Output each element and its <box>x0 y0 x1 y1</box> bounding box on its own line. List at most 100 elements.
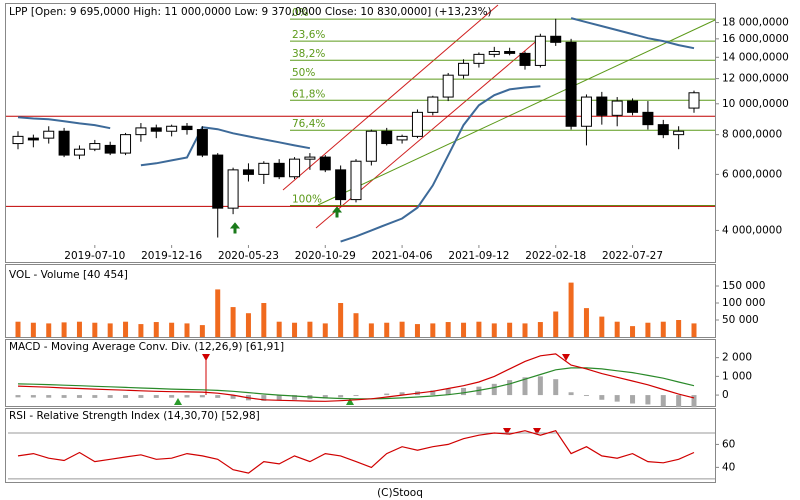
volume-bar <box>599 316 605 337</box>
y-tick-label: 2 000 <box>722 352 752 364</box>
candle-body <box>442 74 454 98</box>
histogram-bar <box>92 395 98 398</box>
histogram-bar <box>691 395 697 408</box>
histogram-bar <box>123 395 129 398</box>
histogram-bar <box>30 395 36 398</box>
volume-bar <box>322 323 328 337</box>
candle-body <box>519 52 531 66</box>
candle-body <box>458 62 470 76</box>
candle-body <box>27 137 39 141</box>
sell-marker <box>503 428 511 435</box>
candle-body <box>242 169 254 175</box>
signal-arrows <box>229 206 343 234</box>
y-tick-label: 100 000 <box>722 297 765 309</box>
candle-body <box>104 144 116 154</box>
histogram-bar <box>553 379 559 396</box>
fib-label: 50% <box>292 67 315 79</box>
candle-body <box>350 160 362 201</box>
histogram-bar <box>507 380 513 396</box>
volume-bar <box>399 321 405 337</box>
histogram-bar <box>184 395 190 398</box>
volume-bar <box>138 324 144 337</box>
volume-bar <box>414 324 420 337</box>
candle-body <box>550 35 562 43</box>
x-tick-label: 2021-09-12 <box>448 250 509 262</box>
x-tick-label: 2019-12-16 <box>141 250 202 262</box>
volume-bar <box>614 321 620 337</box>
buy-arrow <box>229 222 241 234</box>
histogram-bar <box>199 395 205 398</box>
candle-body <box>273 162 285 178</box>
histogram-bar <box>138 395 144 398</box>
histogram-bar <box>537 376 543 396</box>
y-tick-label: 4 000,0000 <box>722 224 782 236</box>
candle-body <box>673 130 685 136</box>
price-frame <box>5 3 716 263</box>
x-tick-label: 2022-07-27 <box>602 250 663 262</box>
histogram-bar <box>61 395 67 398</box>
candle-body <box>411 111 423 137</box>
candle-body <box>565 41 577 127</box>
x-tick-label: 2020-10-29 <box>295 250 356 262</box>
volume-frame <box>5 264 716 338</box>
volume-bar <box>630 326 636 337</box>
channel-line <box>282 4 499 191</box>
y-tick-label: 12 000,0000 <box>722 73 789 85</box>
histogram-bar <box>645 395 651 405</box>
histogram-bar <box>522 377 528 396</box>
macd-signals <box>174 354 570 405</box>
volume-bar <box>215 289 221 337</box>
candle-body <box>227 169 239 209</box>
y-tick-label: 150 000 <box>722 280 765 292</box>
sell-marker <box>562 354 570 361</box>
volume-bar <box>430 323 436 337</box>
y-tick-label: 40 <box>722 461 735 473</box>
candle-body <box>12 135 24 145</box>
sell-marker <box>533 428 541 435</box>
histogram-bar <box>153 395 159 398</box>
volume-bar <box>15 321 21 337</box>
y-tick-label: 60 <box>722 438 735 450</box>
candle-body <box>580 96 592 127</box>
candle-body <box>427 96 439 113</box>
x-tick-label: 2019-07-10 <box>64 250 125 262</box>
candle-body <box>534 35 546 66</box>
candle-body <box>58 130 70 156</box>
buy-marker <box>346 398 354 405</box>
volume-bar <box>92 322 98 337</box>
volume-bar <box>691 323 697 337</box>
histogram-bar <box>230 395 236 399</box>
histogram-bar <box>322 395 328 399</box>
candle-body <box>657 124 669 136</box>
histogram-bar <box>445 388 451 396</box>
sell-marker <box>202 354 210 361</box>
candle-body <box>304 156 316 160</box>
histogram-bar <box>15 395 21 398</box>
candle-body <box>596 96 608 116</box>
candle-body <box>196 129 208 156</box>
panel-title: LPP [Open: 9 695,0000 High: 11 000,0000 … <box>9 6 492 18</box>
volume-bar <box>445 322 451 337</box>
y-tick-label: 18 000,0000 <box>722 17 789 29</box>
fib-label: 38,2% <box>292 48 325 60</box>
candle-body <box>89 143 101 150</box>
volume-bar <box>261 303 267 337</box>
candle-body <box>319 156 331 171</box>
y-tick-label: 10 000,0000 <box>722 98 789 110</box>
volume-bar <box>307 321 313 337</box>
macd-line <box>17 353 695 402</box>
rsi-frame <box>5 408 716 483</box>
y-tick-label: 6 000,0000 <box>722 168 782 180</box>
buy-marker <box>174 398 182 405</box>
candle-body <box>488 50 500 55</box>
histogram-bar <box>292 395 298 400</box>
trend-line <box>317 19 716 206</box>
histogram-bar <box>599 395 605 400</box>
histogram-bar <box>568 392 574 396</box>
volume-bar <box>553 311 559 337</box>
volume-bar <box>353 313 359 337</box>
histogram-bar <box>261 395 267 401</box>
histogram-bar <box>215 395 221 398</box>
